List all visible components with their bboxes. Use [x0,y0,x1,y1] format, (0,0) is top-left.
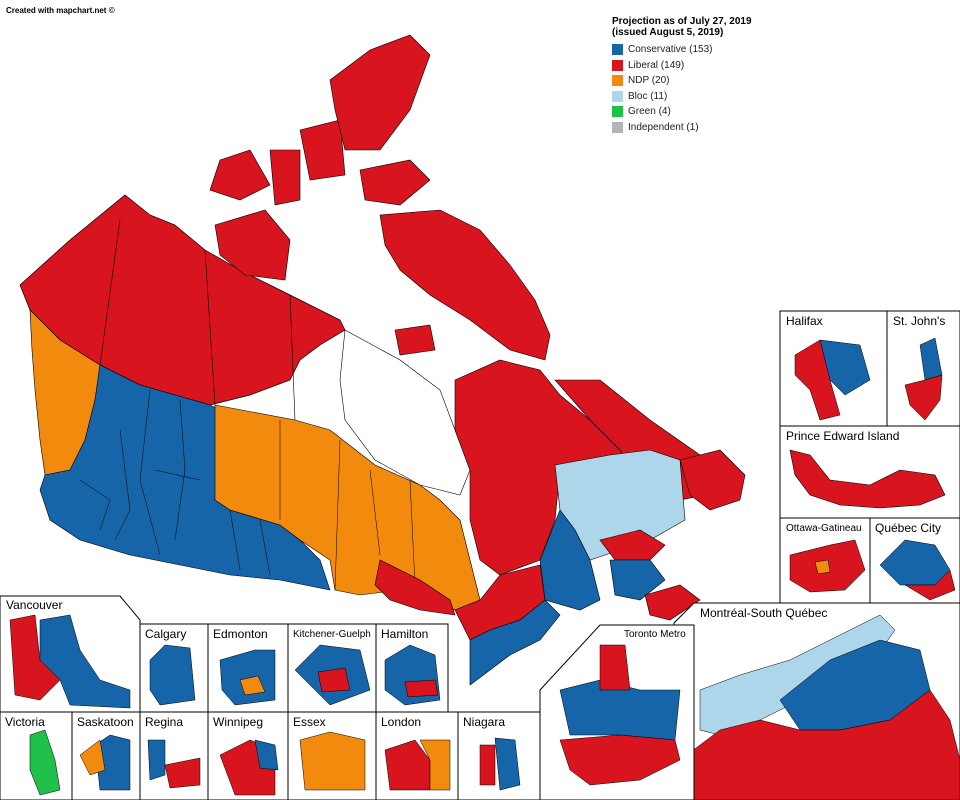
essex-label: Essex [291,715,328,729]
saskatoon-label: Saskatoon [75,715,136,729]
arctic-island-3 [299,119,346,181]
quebec-city-liberal [904,569,956,601]
legend-item-ndp: NDP (20) [612,73,752,89]
toronto-label: Toronto Metro [622,628,688,642]
ontario-south-conservative [469,599,561,686]
quebec-city-label: Québec City [873,521,944,535]
legend-label: Liberal (149) [628,59,685,71]
victoria-green [29,729,61,796]
pei-liberal [789,449,946,509]
legend-item-bloc: Bloc (11) [612,89,752,105]
saskatoon-ndp [79,739,106,776]
newfoundland-liberal [679,449,746,511]
halifax-label: Halifax [784,314,825,328]
quebec-south-conservative [539,509,601,611]
regina-liberal [164,757,201,789]
conservative-swatch [612,44,623,56]
nova-scotia-liberal [644,584,701,621]
niagara-liberal [479,744,496,786]
legend-item-independent: Independent (1) [612,120,752,136]
arctic-island-1 [209,149,271,201]
montreal-label: Montréal-South Québec [698,606,830,620]
niagara-conservative [494,737,521,791]
halifax-conservative [819,339,871,396]
toronto-liberal [559,644,681,786]
devon-island [359,159,431,206]
legend-label: Bloc (11) [628,90,668,102]
legend-title: Projection as of July 27, 2019 (issued A… [612,16,752,38]
map-credit: Created with mapchart.net © [6,6,115,15]
calgary-label: Calgary [143,627,189,641]
ellesmere-island [329,34,431,151]
regina-label: Regina [143,715,186,729]
ottawa-ndp [814,559,831,575]
legend-label: NDP (20) [628,75,670,87]
new-brunswick-conservative [609,559,666,601]
arctic-island-2 [269,149,301,206]
essex-ndp [299,731,366,791]
vancouver-conservative [39,614,131,709]
green-swatch [612,106,623,118]
baffin-island [379,209,551,361]
london-ndp [419,739,451,791]
victoria-island [214,209,291,281]
independent-swatch [612,121,623,133]
niagara-label: Niagara [461,715,508,729]
southampton-island [394,324,436,356]
legend-label: Conservative (153) [628,44,713,56]
legend-title-line1: Projection as of July 27, 2019 [612,16,752,27]
regina-conservative [147,739,166,781]
vancouver-label: Vancouver [4,598,65,612]
legend-item-conservative: Conservative (153) [612,42,752,58]
liberal-swatch [612,59,623,71]
ontario-liberal-strip [374,559,456,616]
legend-label: Independent (1) [628,121,699,133]
hudson-bay [339,329,471,496]
edmonton-ndp [239,675,266,696]
western-riding-lines [79,389,271,576]
ottawa-label: Ottawa-Gatineau [784,522,864,536]
kitchener-label: Kitchener-Guelph [291,628,373,642]
legend-label: Green (4) [628,106,671,118]
manitoba-ontario-lines [279,420,416,591]
legend-item-green: Green (4) [612,104,752,120]
gaspe-mix [599,529,666,561]
st-johns-liberal [904,374,943,421]
london-label: London [379,715,424,729]
winnipeg-label: Winnipeg [211,715,266,729]
bloc-swatch [612,90,623,102]
st-johns-label: St. John's [891,314,948,328]
calgary-conservative [149,644,196,706]
victoria-label: Victoria [3,715,47,729]
legend-title-line2: (issued August 5, 2019) [612,27,724,38]
edmonton-conservative [219,649,276,706]
legend-item-liberal: Liberal (149) [612,58,752,74]
hamilton-mixed [404,679,439,698]
saskatoon-conservative [94,734,131,791]
edmonton-label: Edmonton [211,627,270,641]
ndp-swatch [612,75,623,87]
winnipeg-conservative [254,739,279,771]
territory-border [99,219,296,421]
kitchener-liberal [317,667,351,693]
pei-label: Prince Edward Island [784,429,902,443]
hamilton-label: Hamilton [379,627,431,641]
legend: Projection as of July 27, 2019 (issued A… [612,16,752,135]
montreal-liberal [679,689,960,800]
